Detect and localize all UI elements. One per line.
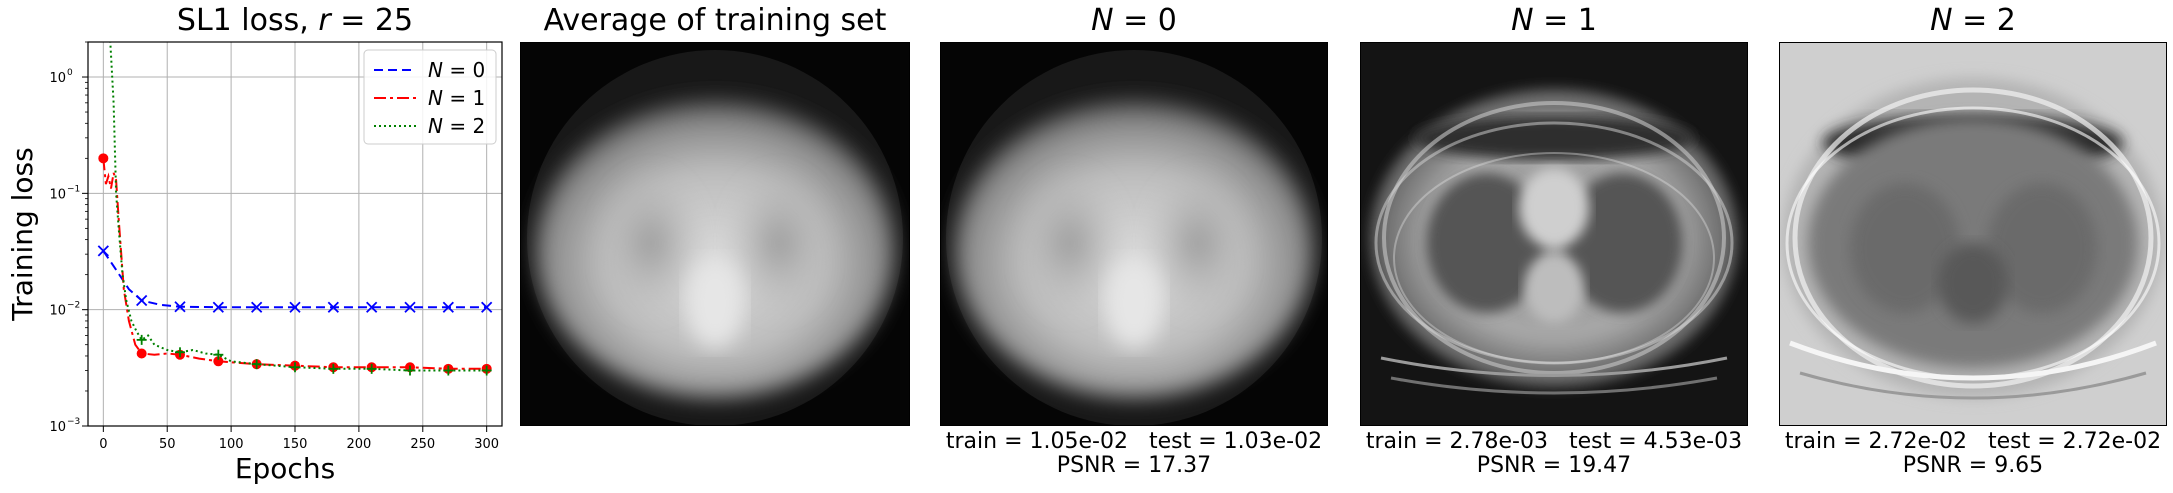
n0-image [940,42,1328,426]
series-marker-0 [212,301,224,313]
average-ct-image [521,43,909,425]
n2-psnr: PSNR = 9.65 [1902,453,2044,478]
series-marker-2 [136,334,147,345]
series-marker-0 [136,294,148,307]
legend-label-1: N = 1 [428,86,485,110]
x-tick-label: 150 [283,437,308,452]
series-marker-2 [405,365,415,376]
series-marker-0 [442,301,454,313]
n1-train: train = 2.78e-03 [1365,429,1548,454]
chart-title: SL1 loss, r = 25 [88,3,502,38]
series-marker-1 [136,348,147,359]
n0-caption: train = 1.05e-02 test = 1.03e-02 PSNR = … [940,430,1328,478]
n1-test: test = 4.53e-03 [1568,429,1743,454]
n2-train: train = 2.72e-02 [1784,429,1967,454]
y-tick-exponent: 0 [67,68,73,78]
x-tick-label: 200 [346,437,371,452]
loss-chart-panel: SL1 loss, r = 25 0 50 100 150 200 250 300 10 −3 1… [0,0,510,493]
n0-title: N = 0 [940,3,1328,38]
series-marker-0 [404,301,416,313]
n0-train: train = 1.05e-02 [945,429,1128,454]
x-tick-label: 250 [410,437,435,452]
y-tick-label: 10 [49,187,66,202]
chart-title-prefix: SL1 loss, [176,3,319,38]
chart-title-suffix: = 25 [330,3,414,38]
n2-title-var: N [1930,3,1953,38]
n1-title-var: N [1511,3,1534,38]
n0-title-var: N [1091,3,1114,38]
series-marker-0 [174,301,186,313]
y-tick-exponent: −2 [67,301,80,311]
legend-box [363,49,497,145]
n1-caption: train = 2.78e-03 test = 4.53e-03 PSNR = … [1360,430,1748,478]
y-tick-exponent: −1 [67,184,80,194]
n0-test: test = 1.03e-02 [1148,429,1323,454]
series-marker-0 [366,301,378,313]
series-marker-2 [481,365,492,376]
series-marker-1 [213,356,224,367]
series-line-0 [102,250,487,309]
chart-title-var: r [318,3,331,38]
series-marker-2 [328,363,339,374]
series-line-1 [102,158,487,370]
average-image [520,42,910,426]
series-marker-0 [481,301,493,313]
y-tick-exponent: −3 [67,417,80,427]
legend-label-2: N = 2 [428,114,485,138]
x-tick-label: 50 [159,437,176,452]
n2-test: test = 2.72e-02 [1987,429,2162,454]
series-marker-0 [327,301,339,313]
x-tick-label: 100 [219,437,244,452]
y-tick-label: 10 [49,71,66,86]
n0-psnr: PSNR = 17.37 [1056,453,1212,478]
n1-ct-image [1361,43,1747,425]
n2-ct-image [1780,43,2166,425]
x-axis-label: Epochs [235,452,335,485]
x-tick-label: 0 [99,437,107,452]
series-line-2 [109,42,487,372]
x-tick-label: 300 [474,437,499,452]
series-marker-2 [213,349,224,360]
series-marker-2 [175,347,185,358]
series-marker-2 [366,363,377,374]
n2-caption: train = 2.72e-02 test = 2.72e-02 PSNR = … [1779,430,2167,478]
n2-title: N = 2 [1779,3,2167,38]
average-title: Average of training set [543,3,887,38]
series-marker-0 [97,245,109,257]
series-marker-0 [289,301,301,313]
n1-psnr: PSNR = 19.47 [1476,453,1632,478]
n0-title-rest: = 0 [1113,3,1177,38]
n0-ct-image [941,43,1327,425]
n2-image [1779,42,2167,426]
y-axis-label: Training loss [6,147,39,321]
legend-label-0: N = 0 [428,58,485,82]
series-marker-2 [251,359,262,370]
n1-title: N = 1 [1360,3,1748,38]
series-marker-2 [443,365,454,376]
series-marker-0 [251,301,263,313]
series-marker-1 [98,153,109,164]
y-tick-label: 10 [49,304,66,319]
series-marker-2 [290,362,300,373]
n1-title-rest: = 1 [1533,3,1597,38]
n2-title-rest: = 2 [1952,3,2016,38]
n1-image [1360,42,1748,426]
y-tick-label: 10 [49,420,66,435]
